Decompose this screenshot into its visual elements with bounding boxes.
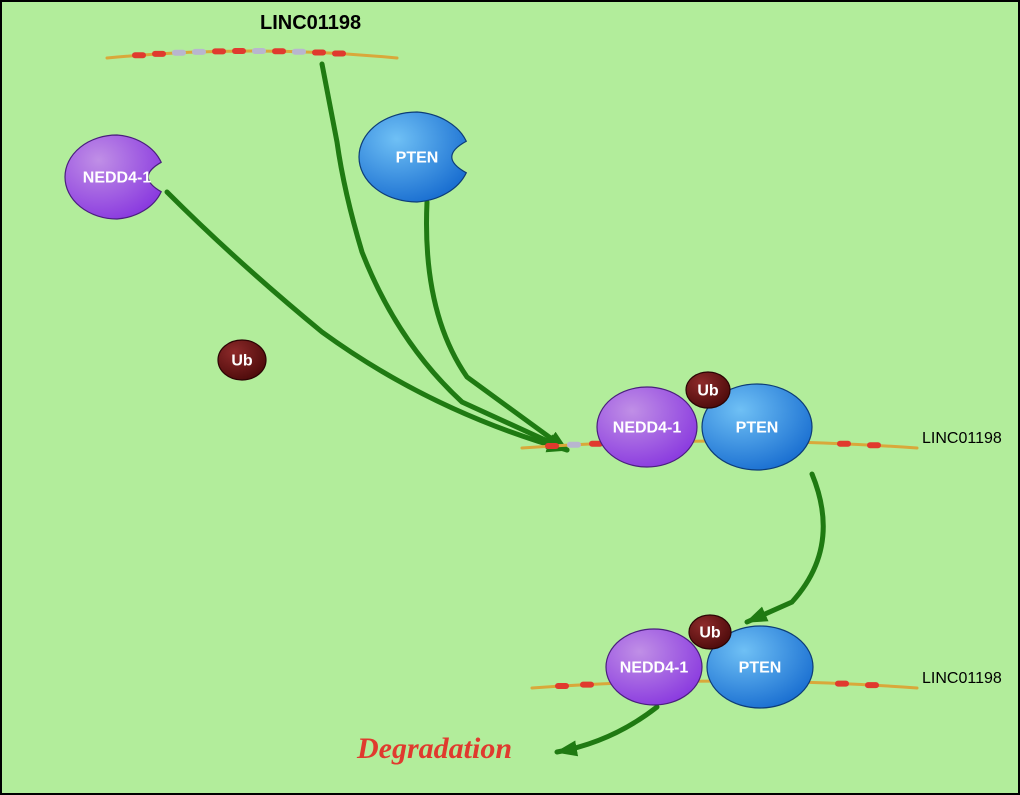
- nedd4-final: NEDD4-1: [606, 629, 702, 705]
- svg-text:PTEN: PTEN: [736, 420, 779, 437]
- ub-top: Ub: [218, 340, 266, 380]
- ub-final: Ub: [689, 615, 731, 649]
- svg-text:Ub: Ub: [697, 383, 719, 400]
- linc-complex-side-label: LINC01198: [922, 430, 1002, 448]
- pten-top: PTEN: [359, 112, 466, 202]
- svg-text:NEDD4-1: NEDD4-1: [83, 170, 152, 187]
- svg-text:PTEN: PTEN: [739, 660, 782, 677]
- svg-text:Ub: Ub: [699, 625, 721, 642]
- ub-complex: Ub: [686, 372, 730, 408]
- linc-final-side-label: LINC01198: [922, 670, 1002, 688]
- svg-text:Ub: Ub: [231, 353, 253, 370]
- degradation-label: Degradation: [357, 732, 512, 766]
- svg-text:PTEN: PTEN: [396, 150, 439, 167]
- diagram-svg: NEDD4-1 PTEN Ub NEDD4-1 PTEN Ub NEDD4-1 PTEN Ub: [2, 2, 1018, 793]
- svg-text:NEDD4-1: NEDD4-1: [613, 420, 682, 437]
- linc-top-label: LINC01198: [260, 12, 361, 35]
- nedd4-complex: NEDD4-1: [597, 387, 697, 467]
- svg-text:NEDD4-1: NEDD4-1: [620, 660, 689, 677]
- nedd4-top: NEDD4-1: [65, 135, 161, 219]
- diagram-stage: NEDD4-1PTENUbNEDD4-1PTENUbNEDD4-1PTENUb …: [0, 0, 1020, 795]
